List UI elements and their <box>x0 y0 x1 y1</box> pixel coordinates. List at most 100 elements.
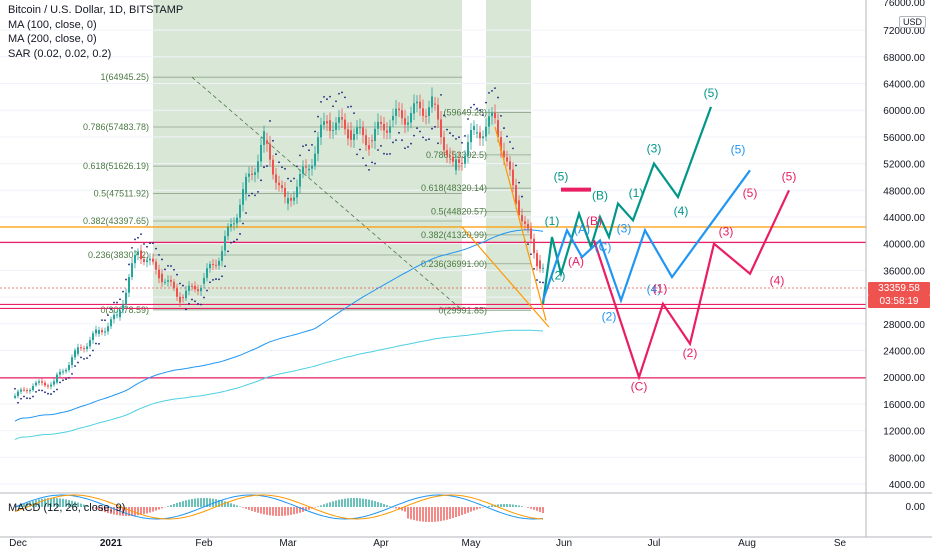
sar-dot <box>485 101 487 104</box>
candle-body <box>101 330 103 333</box>
sar-dot <box>353 112 355 115</box>
candle-body <box>518 200 520 216</box>
macd-histogram-bar <box>407 507 409 519</box>
candle-body <box>299 173 301 187</box>
candle-body <box>173 281 175 289</box>
sar-dot <box>59 381 61 384</box>
currency-label[interactable]: USD <box>898 16 926 28</box>
macd-histogram-bar <box>77 502 79 507</box>
candle-body <box>197 289 199 292</box>
candle-body <box>383 123 385 131</box>
sar-dot <box>470 106 472 109</box>
candle-body <box>116 314 118 316</box>
macd-histogram-bar <box>323 504 325 507</box>
macd-histogram-bar <box>305 507 307 511</box>
macd-histogram-bar <box>260 507 262 514</box>
sar-dot <box>26 397 28 400</box>
last-price-tag: 33359.58 <box>868 282 930 295</box>
candle-body <box>446 150 448 156</box>
macd-histogram-bar <box>488 505 490 507</box>
wave-label: (A) <box>574 223 590 237</box>
wave-label: (1) <box>545 214 560 228</box>
sar-dot <box>452 134 454 137</box>
price-tick-label: 12000.00 <box>883 427 925 438</box>
candle-body <box>524 221 526 224</box>
sar-dot <box>233 240 235 243</box>
candle-body <box>14 395 16 398</box>
sar-dot <box>329 95 331 98</box>
candle-body <box>251 173 253 175</box>
candle-body <box>416 101 418 104</box>
time-tick-label: May <box>462 538 481 549</box>
price-tick-label: 4000.00 <box>889 480 926 491</box>
candle-body <box>188 285 190 291</box>
candle-body <box>215 264 217 266</box>
candle-body <box>512 169 514 186</box>
sar-dot <box>395 139 397 142</box>
fib-level-label: 0.618(48320.14) <box>421 183 487 193</box>
sar-dot <box>476 107 478 110</box>
candle-body <box>206 268 208 278</box>
macd-histogram-bar <box>287 507 289 516</box>
sar-dot <box>422 136 424 139</box>
candle-body <box>380 121 382 124</box>
candle-body <box>233 223 235 225</box>
candle-body <box>176 288 178 297</box>
resistance-marker <box>561 187 591 192</box>
sar-dot <box>419 130 421 133</box>
macd-histogram-bar <box>236 505 238 507</box>
wave-label: (5) <box>554 169 569 183</box>
macd-histogram-bar <box>329 502 331 507</box>
candle-body <box>386 130 388 133</box>
macd-histogram-bar <box>470 507 472 512</box>
sar-dot <box>122 290 124 293</box>
sar-dot <box>293 177 295 180</box>
candle-body <box>20 389 22 392</box>
macd-histogram-bar <box>347 498 349 507</box>
candle-body <box>356 127 358 134</box>
macd-histogram-bar <box>227 502 229 507</box>
macd-histogram-bar <box>437 507 439 522</box>
candle-body <box>239 204 241 218</box>
sar-dot <box>236 238 238 241</box>
sar-dot <box>431 127 433 130</box>
macd-histogram-bar <box>422 507 424 522</box>
fib-level-label: 0.236(38307.2) <box>88 250 149 260</box>
fib-level-label: 0.236(36991.00) <box>421 259 487 269</box>
sar-dot <box>203 296 205 299</box>
macd-histogram-bar <box>449 507 451 519</box>
macd-histogram-bar <box>521 506 523 507</box>
macd-histogram-bar <box>275 507 277 516</box>
macd-histogram-bar <box>113 507 115 515</box>
sar-dot <box>449 132 451 134</box>
price-tick-label: 68000.00 <box>883 53 925 64</box>
macd-histogram-bar <box>83 504 85 507</box>
macd-histogram-bar <box>296 507 298 514</box>
macd-histogram-bar <box>266 507 268 515</box>
time-tick-label: Dec <box>9 538 27 549</box>
macd-histogram-bar <box>341 499 343 507</box>
sar-dot <box>221 275 223 278</box>
candle-body <box>284 187 286 197</box>
sar-dot <box>80 356 82 359</box>
macd-histogram-bar <box>476 507 478 510</box>
sar-dot <box>338 92 340 95</box>
sar-dot <box>377 149 379 151</box>
sar-dot <box>242 222 244 225</box>
sar-dot <box>320 101 322 103</box>
sar-dot <box>98 342 100 345</box>
sar-dot <box>152 242 154 245</box>
candle-body <box>149 258 151 261</box>
macd-pane: MACD (12, 26, close, 9) 0.00 <box>0 492 932 522</box>
macd-histogram-bar <box>338 499 340 507</box>
sar-dot <box>92 349 94 352</box>
macd-histogram-bar <box>128 507 130 516</box>
candle-body <box>263 131 265 145</box>
macd-histogram-bar <box>344 498 346 507</box>
sar-dot <box>179 282 181 285</box>
candle-body <box>485 126 487 137</box>
macd-histogram-bar <box>95 507 97 510</box>
time-tick-label: Feb <box>195 538 213 549</box>
sar-dot <box>494 87 496 89</box>
